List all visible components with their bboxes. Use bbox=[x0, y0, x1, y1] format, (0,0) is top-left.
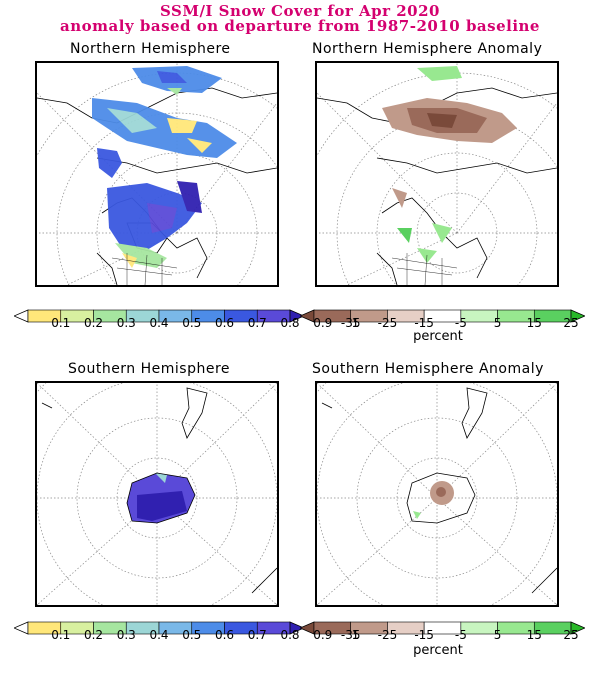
nh-anomaly-panel-title: Northern Hemisphere Anomaly bbox=[312, 41, 543, 57]
nh-anomaly-colorbar bbox=[300, 309, 585, 323]
anomaly-colorbar-tick-label: -25 bbox=[377, 316, 398, 330]
nh-cover-colorbar bbox=[14, 309, 304, 323]
cover-colorbar-tick-label: 0.1 bbox=[51, 316, 71, 330]
figure-title-line1: SSM/I Snow Cover for Apr 2020 bbox=[160, 2, 440, 20]
sh-anomaly-colorbar bbox=[300, 621, 585, 635]
anomaly-colorbar-tick-label: 5 bbox=[493, 316, 502, 330]
cover-colorbar-tick-label: 0.4 bbox=[149, 316, 169, 330]
colorbar-left-arrow bbox=[300, 309, 315, 323]
anomaly-colorbar-tick-label: -15 bbox=[414, 628, 434, 642]
cover-colorbar-tick-label: 0.2 bbox=[83, 316, 104, 330]
cover-colorbar-tick-label: 0.8 bbox=[280, 316, 300, 330]
anomaly-colorbar-tick-label: -15 bbox=[414, 316, 434, 330]
cover-colorbar-tick-label: 0.5 bbox=[182, 316, 202, 330]
colorbar-left-arrow bbox=[14, 309, 29, 323]
sh-snow-cover-map-graphic bbox=[37, 383, 277, 605]
figure-title-line2: anomaly based on departure from 1987-201… bbox=[60, 17, 540, 35]
colorbar-right-arrow bbox=[570, 621, 585, 635]
anomaly-colorbar-tick-label: 15 bbox=[526, 316, 542, 330]
anomaly-colorbar-tick-label: -5 bbox=[454, 316, 467, 330]
sh-panel-title: Southern Hemisphere bbox=[68, 361, 231, 377]
colorbar-right-arrow bbox=[289, 621, 304, 635]
sh-anomaly-map-graphic bbox=[317, 383, 557, 605]
sh-anomaly-unit-label: percent bbox=[413, 643, 463, 658]
sh-snow-cover-map bbox=[35, 381, 279, 607]
nh-anomaly-colorbar-graphic bbox=[300, 309, 585, 323]
nh-anomaly-map-graphic bbox=[317, 63, 557, 285]
cover-colorbar-tick-label: 0.3 bbox=[116, 628, 136, 642]
colorbar-left-arrow bbox=[14, 621, 29, 635]
nh-snow-cover-map-graphic bbox=[37, 63, 277, 285]
anomaly-colorbar-tick-label: -35 bbox=[340, 628, 361, 642]
sh-anomaly-colorbar-graphic bbox=[300, 621, 585, 635]
anomaly-colorbar-tick-label: -25 bbox=[377, 628, 398, 642]
sh-cover-colorbar bbox=[14, 621, 304, 635]
cover-colorbar-tick-label: 0.7 bbox=[247, 628, 267, 642]
cover-colorbar-tick-label: 0.3 bbox=[116, 316, 136, 330]
sh-anomaly-panel-title: Southern Hemisphere Anomaly bbox=[312, 361, 544, 377]
anomaly-colorbar-tick-label: 15 bbox=[526, 628, 542, 642]
sh-cover-colorbar-graphic bbox=[14, 621, 304, 635]
cover-colorbar-tick-label: 0.4 bbox=[149, 628, 169, 642]
cover-colorbar-tick-label: 0.6 bbox=[214, 316, 235, 330]
cover-colorbar-tick-label: 0.6 bbox=[214, 628, 235, 642]
anomaly-colorbar-tick-label: 25 bbox=[563, 628, 579, 642]
nh-panel-title: Northern Hemisphere bbox=[70, 41, 231, 57]
colorbar-right-arrow bbox=[570, 309, 585, 323]
cover-colorbar-tick-label: 0.2 bbox=[83, 628, 104, 642]
cover-colorbar-tick-label: 0.9 bbox=[313, 316, 333, 330]
nh-snow-cover-map bbox=[35, 61, 279, 287]
colorbar-left-arrow bbox=[300, 621, 315, 635]
nh-anomaly-unit-label: percent bbox=[413, 329, 463, 344]
cover-colorbar-tick-label: 0.8 bbox=[280, 628, 300, 642]
anomaly-colorbar-tick-label: -5 bbox=[454, 628, 467, 642]
anomaly-colorbar-tick-label: 25 bbox=[563, 316, 579, 330]
cover-colorbar-tick-label: 0.9 bbox=[313, 628, 333, 642]
anomaly-colorbar-tick-label: -35 bbox=[340, 316, 361, 330]
nh-cover-colorbar-graphic bbox=[14, 309, 304, 323]
colorbar-right-arrow bbox=[289, 309, 304, 323]
sh-anomaly-map bbox=[315, 381, 559, 607]
cover-colorbar-tick-label: 1 bbox=[351, 316, 360, 330]
cover-colorbar-tick-label: 0.5 bbox=[182, 628, 202, 642]
cover-colorbar-tick-label: 0.1 bbox=[51, 628, 71, 642]
cover-colorbar-tick-label: 1 bbox=[351, 628, 360, 642]
anomaly-colorbar-tick-label: 5 bbox=[493, 628, 502, 642]
nh-anomaly-map bbox=[315, 61, 559, 287]
cover-colorbar-tick-label: 0.7 bbox=[247, 316, 267, 330]
